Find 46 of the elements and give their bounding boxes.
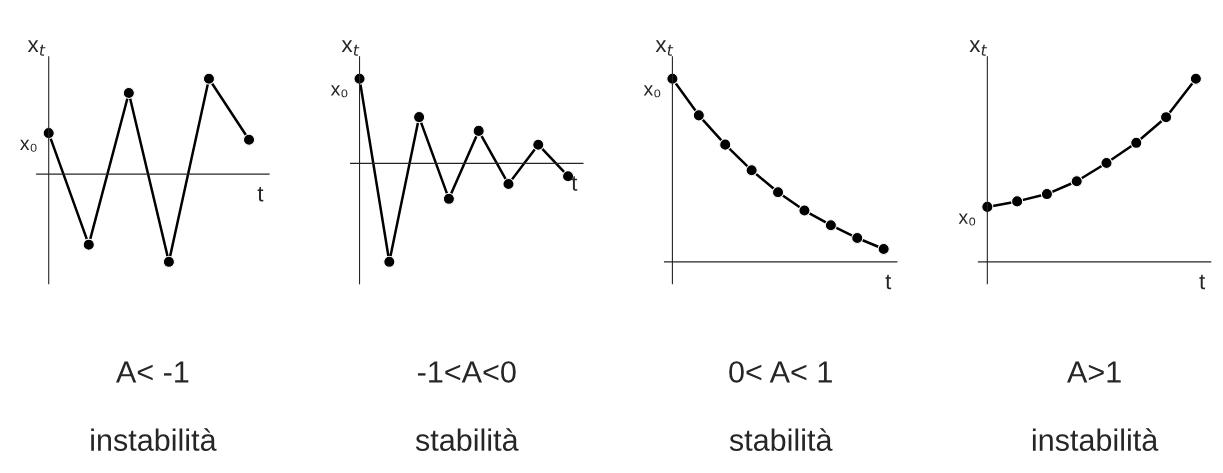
- point: [162, 255, 175, 268]
- text: x₀: [20, 139, 37, 152]
- y-axis-title: x$_{t}$: [655, 40, 674, 56]
- point: [877, 242, 890, 256]
- text: x₀: [643, 85, 661, 98]
- point: [1130, 136, 1143, 149]
- point: [413, 111, 426, 124]
- point: [532, 138, 545, 151]
- x-axis-title: t: [571, 176, 578, 191]
- text: A< -1: [116, 361, 189, 383]
- point: [442, 192, 455, 205]
- text: stabilità: [415, 428, 519, 451]
- point: [771, 186, 785, 199]
- point: [242, 133, 256, 146]
- point: [502, 177, 515, 191]
- point: [719, 138, 732, 151]
- point: [472, 124, 485, 137]
- point: [824, 219, 837, 232]
- point: [1040, 188, 1053, 201]
- point: [82, 238, 95, 251]
- point: [745, 164, 758, 177]
- point: [1160, 111, 1173, 124]
- text: instabilità: [1032, 428, 1159, 451]
- point: [1100, 156, 1113, 170]
- y-axis-title: x$_{t}$: [27, 40, 46, 56]
- text: instabilità: [91, 428, 217, 451]
- x-axis-title: t: [1199, 274, 1206, 290]
- point: [692, 109, 705, 122]
- point: [851, 231, 864, 245]
- point: [798, 204, 811, 217]
- y-axis-title: x$_{t}$: [969, 40, 988, 56]
- text: -1<A<0: [418, 361, 516, 383]
- text: A>1: [1067, 361, 1121, 383]
- point: [1189, 72, 1202, 85]
- text: x₀: [958, 213, 976, 226]
- point: [1011, 195, 1024, 208]
- x-axis-title: t: [885, 274, 892, 290]
- text: 0< A< 1: [729, 361, 832, 383]
- y-axis-title: x$_{t}$: [341, 40, 360, 56]
- point: [383, 255, 396, 268]
- point: [202, 72, 216, 85]
- point: [122, 86, 135, 100]
- text: x₀: [330, 85, 348, 98]
- text: stabilità: [729, 428, 833, 451]
- x-axis-title: t: [257, 186, 264, 202]
- point: [1070, 175, 1083, 188]
